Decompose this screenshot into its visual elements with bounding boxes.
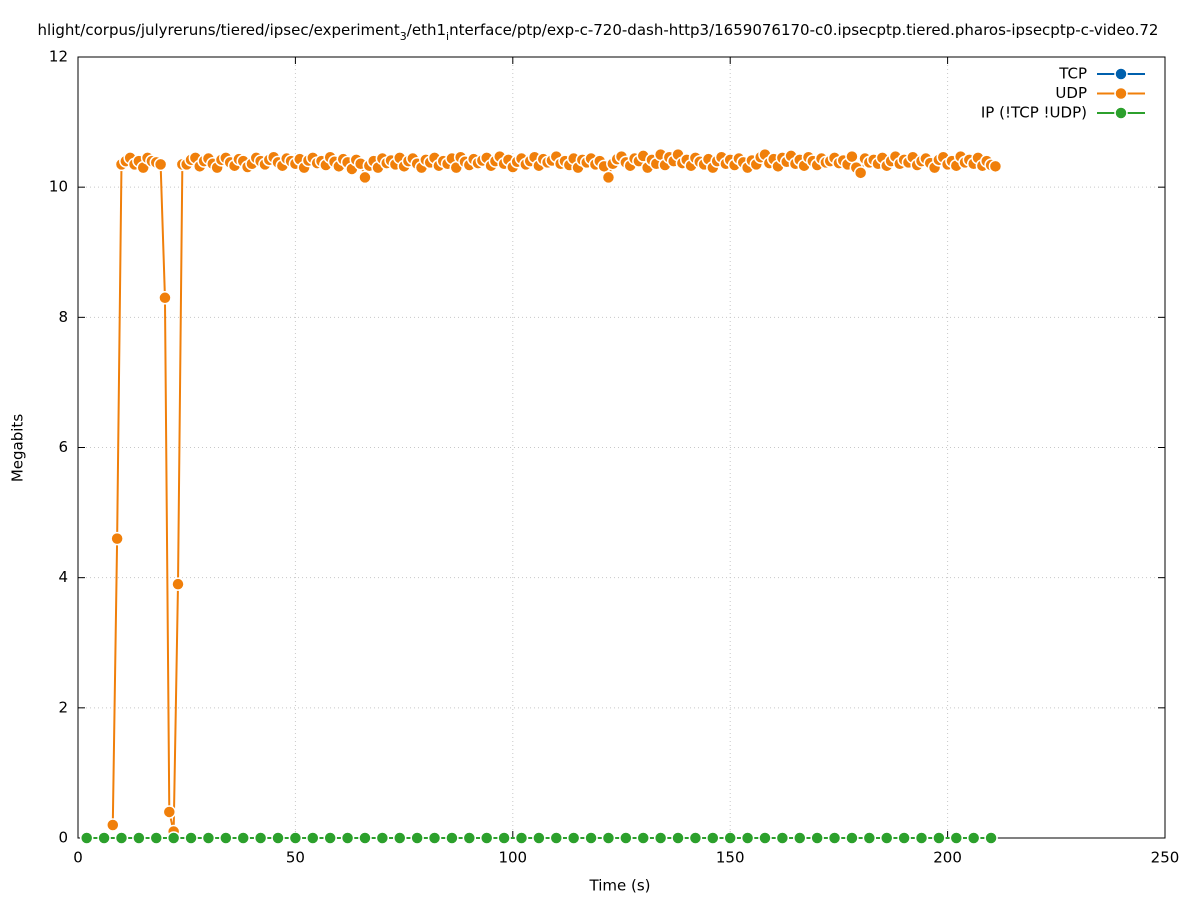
x-tick-label: 150: [716, 849, 745, 867]
data-point: [253, 831, 268, 845]
data-point: [158, 291, 172, 305]
x-tick-label: 100: [498, 849, 527, 867]
data-point: [462, 831, 477, 845]
data-point: [584, 831, 598, 845]
data-point: [340, 831, 355, 845]
legend-label: IP (!TCP !UDP): [981, 104, 1087, 122]
data-point: [393, 831, 407, 845]
data-point: [853, 166, 868, 180]
y-tick-label: 8: [58, 308, 68, 326]
y-tick-label: 2: [58, 698, 68, 716]
data-point: [775, 831, 790, 845]
data-point: [427, 831, 442, 845]
series-line: [111, 152, 996, 832]
data-point: [171, 577, 185, 591]
data-point: [79, 831, 94, 845]
x-tick-label: 200: [933, 849, 962, 867]
x-tick-label: 50: [286, 849, 305, 867]
data-point: [149, 831, 164, 845]
data-point: [236, 831, 250, 845]
title-part: nterface/ptp/exp-c-720-dash-http3/165907…: [449, 21, 1158, 39]
data-point: [566, 831, 581, 845]
data-point: [984, 831, 998, 845]
chart-title: hlight/corpus/julyreruns/tiered/ipsec/ex…: [38, 21, 1159, 43]
x-tick-label: 0: [73, 849, 83, 867]
data-point: [288, 831, 303, 845]
data-point: [601, 170, 616, 185]
data-point: [879, 831, 894, 845]
data-point: [153, 157, 168, 172]
data-point: [810, 831, 824, 845]
legend-label: UDP: [1055, 84, 1087, 102]
data-point: [219, 831, 233, 845]
title-part: /eth1: [407, 21, 446, 39]
y-tick-label: 4: [58, 568, 68, 586]
data-point: [497, 831, 511, 845]
data-point: [162, 805, 177, 819]
plot-border: [77, 56, 1166, 839]
data-point: [827, 831, 842, 845]
data-point: [479, 831, 494, 845]
data-point: [636, 831, 650, 845]
x-axis-label: Time (s): [589, 877, 651, 895]
x-tick-label: 250: [1151, 849, 1180, 867]
data-point: [619, 831, 633, 845]
data-point: [166, 831, 181, 845]
title-part: i: [446, 30, 449, 43]
legend-marker: [1114, 86, 1128, 101]
data-point: [862, 831, 877, 845]
data-point: [358, 831, 372, 845]
data-point: [271, 831, 285, 845]
data-point: [793, 831, 807, 845]
data-point: [445, 831, 459, 845]
data-point: [601, 831, 616, 845]
legend-marker: [1114, 67, 1128, 81]
data-point: [132, 831, 146, 845]
data-point: [706, 831, 720, 845]
data-point: [323, 831, 337, 845]
data-point: [671, 831, 685, 845]
data-point: [723, 831, 737, 845]
data-point: [845, 831, 859, 845]
y-tick-label: 10: [49, 178, 68, 196]
data-point: [653, 831, 668, 845]
y-tick-label: 0: [58, 829, 68, 847]
data-point: [758, 831, 772, 845]
data-point: [988, 159, 1003, 174]
data-point: [201, 831, 216, 845]
y-tick-label: 6: [58, 438, 68, 456]
legend-label: TCP: [1058, 65, 1087, 83]
data-point: [549, 831, 564, 845]
data-point: [845, 149, 859, 164]
y-tick-label: 12: [49, 48, 68, 66]
data-point: [897, 831, 911, 845]
data-point: [688, 831, 703, 845]
data-point: [358, 170, 372, 185]
data-point: [306, 831, 320, 845]
data-point: [914, 831, 929, 845]
data-point: [740, 831, 755, 845]
data-point: [97, 831, 111, 845]
data-point: [532, 831, 546, 845]
data-point: [184, 831, 198, 845]
title-part: hlight/corpus/julyreruns/tiered/ipsec/ex…: [38, 21, 400, 39]
title-part: 3: [400, 30, 407, 43]
data-point: [932, 831, 946, 845]
data-point: [106, 818, 120, 832]
data-point: [110, 531, 124, 546]
y-axis-label: Megabits: [9, 414, 27, 482]
legend-marker: [1114, 106, 1128, 120]
data-point: [114, 831, 129, 845]
data-point: [966, 831, 981, 845]
data-point: [375, 831, 390, 845]
data-point: [949, 831, 964, 845]
data-point: [514, 831, 529, 845]
data-point: [410, 831, 424, 845]
